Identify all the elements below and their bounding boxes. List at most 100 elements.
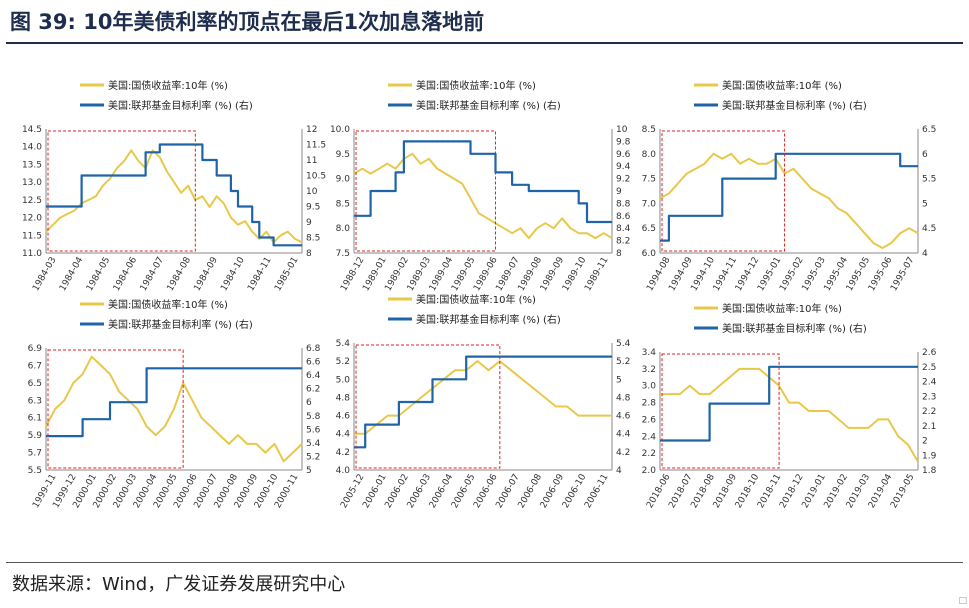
left-tick-label: 14.0 (22, 143, 42, 153)
left-tick-label: 11.5 (22, 231, 42, 241)
x-tick-label: 1984-08 (166, 255, 194, 293)
right-tick-label: 6.2 (306, 385, 320, 395)
right-tick-label: 8.2 (616, 237, 630, 247)
series-10y-yield-line (45, 355, 303, 463)
right-tick-label: 2.6 (922, 348, 937, 358)
right-tick-label: 1.8 (922, 466, 937, 476)
left-tick-label: 13.5 (22, 160, 42, 170)
right-tick-label: 9.5 (306, 203, 320, 213)
page-title: 图 39: 10年美债利率的顶点在最后1次加息落地前 (10, 10, 485, 34)
series-10y-yield-line (353, 152, 613, 240)
right-tick-label: 12 (306, 125, 317, 135)
right-tick-label: 8.4 (616, 224, 631, 234)
left-tick-label: 5.5 (28, 466, 42, 476)
source-note: 数据来源：Wind，广发证券发展研究中心 (12, 574, 346, 595)
right-tick-label: 6 (306, 398, 312, 408)
right-tick-label: 10 (616, 125, 628, 135)
highlight-box (661, 353, 780, 469)
left-tick-label: 13.0 (22, 178, 42, 188)
left-tick-label: 9.0 (336, 175, 351, 185)
series-10y-yield-line (660, 367, 919, 463)
legend-label-2: 美国:联邦基金目标利率 (%) (右) (722, 322, 867, 335)
right-tick-label: 6.4 (306, 371, 321, 381)
right-tick-label: 11 (306, 156, 317, 166)
highlight-box (47, 349, 184, 469)
left-tick-label: 8.0 (336, 224, 351, 234)
right-tick-label: 9.6 (616, 150, 631, 160)
left-tick-label: 2.8 (642, 399, 657, 409)
right-tick-label: 9.8 (616, 137, 631, 147)
right-tick-label: 8.8 (616, 199, 631, 209)
right-tick-label: 2.2 (922, 407, 936, 417)
series-10y-yield-line (45, 149, 303, 244)
left-tick-label: 11.0 (22, 249, 42, 259)
left-tick-label: 6.9 (28, 344, 43, 354)
x-tick-label: 1984-05 (85, 256, 112, 294)
left-tick-label: 9.5 (336, 150, 350, 160)
left-tick-label: 4.6 (336, 412, 351, 422)
title-divider (6, 42, 963, 44)
left-tick-label: 12.5 (22, 196, 42, 206)
right-tick-label: 2.4 (922, 378, 937, 388)
left-tick-label: 5.4 (336, 339, 351, 349)
x-tick-label: 1984-04 (58, 255, 86, 293)
left-tick-label: 5.7 (28, 449, 42, 459)
left-tick-label: 4.0 (336, 466, 351, 476)
series-fed-funds-line (354, 140, 612, 224)
right-tick-label: 5.5 (922, 175, 936, 185)
left-tick-label: 5.9 (28, 431, 43, 441)
source-divider (6, 562, 963, 563)
highlight-box (661, 130, 786, 252)
right-tick-label: 1.9 (922, 451, 937, 461)
left-tick-label: 3.0 (642, 382, 657, 392)
legend-label-1: 美国:国债收益率:10年 (%) (108, 298, 228, 311)
right-tick-label: 5.8 (306, 412, 321, 422)
left-tick-label: 6.5 (28, 379, 42, 389)
legend-label-1: 美国:国债收益率:10年 (%) (722, 79, 842, 92)
left-tick-label: 2.4 (642, 432, 657, 442)
series-fed-funds-line (660, 152, 918, 242)
x-tick-label: 1984-10 (219, 255, 247, 293)
right-tick-label: 2.1 (922, 422, 936, 432)
x-tick-label: 1984-06 (112, 255, 140, 293)
left-tick-label: 6.3 (28, 396, 42, 406)
chart-panel-2: 美国:国债收益率:10年 (%) 美国:联邦基金目标利率 (%) (右) 10.0 9… (330, 79, 631, 293)
legend-label-1: 美国:国债收益率:10年 (%) (108, 79, 228, 92)
right-tick-label: 5.6 (306, 425, 321, 435)
right-tick-label: 2 (922, 437, 928, 447)
right-tick-label: 2.5 (922, 363, 936, 373)
legend-label-2: 美国:联邦基金目标利率 (%) (右) (722, 99, 867, 112)
x-tick-label: 1985-01 (273, 256, 300, 294)
right-tick-label: 4 (922, 249, 928, 259)
right-tick-label: 5.2 (306, 452, 320, 462)
left-tick-label: 3.4 (642, 348, 657, 358)
left-tick-label: 8.5 (336, 199, 350, 209)
chart-panel-4: 美国:国债收益率:10年 (%) 美国:联邦基金目标利率 (%) (右) 6.9 6.… (28, 298, 321, 510)
right-tick-label: 9 (306, 218, 312, 228)
right-tick-label: 4.5 (922, 224, 936, 234)
right-tick-label: 8.6 (616, 212, 631, 222)
left-tick-label: 2.0 (642, 466, 657, 476)
chart-panel-5: 美国:国债收益率:10年 (%) 美国:联邦基金目标利率 (%) (右) 5.4 5.… (336, 293, 631, 510)
right-tick-label: 4.6 (616, 412, 631, 422)
series-fed-funds-line (46, 367, 302, 438)
left-tick-label: 4.2 (336, 448, 350, 458)
legend-label-1: 美国:国债收益率:10年 (%) (722, 302, 842, 315)
right-tick-label: 5 (922, 199, 928, 209)
right-tick-label: 10 (306, 187, 318, 197)
right-tick-label: 6.8 (306, 344, 321, 354)
right-tick-label: 10.5 (306, 172, 326, 182)
right-tick-label: 6 (922, 150, 928, 160)
series-fed-funds-line (46, 143, 302, 247)
right-tick-label: 5.2 (616, 357, 630, 367)
x-tick-label: 1984-11 (246, 256, 273, 294)
chart-panel-6: 美国:国债收益率:10年 (%) 美国:联邦基金目标利率 (%) (右) 3.4 3.… (642, 302, 937, 510)
right-tick-label: 4.4 (616, 430, 631, 440)
left-tick-label: 7.5 (642, 175, 656, 185)
series-fed-funds-line (660, 365, 918, 442)
x-tick-label: 1984-07 (139, 256, 166, 294)
left-tick-label: 5.2 (336, 357, 350, 367)
left-tick-label: 6.5 (642, 224, 656, 234)
legend-label-2: 美国:联邦基金目标利率 (%) (右) (108, 318, 253, 331)
left-tick-label: 4.8 (336, 393, 351, 403)
